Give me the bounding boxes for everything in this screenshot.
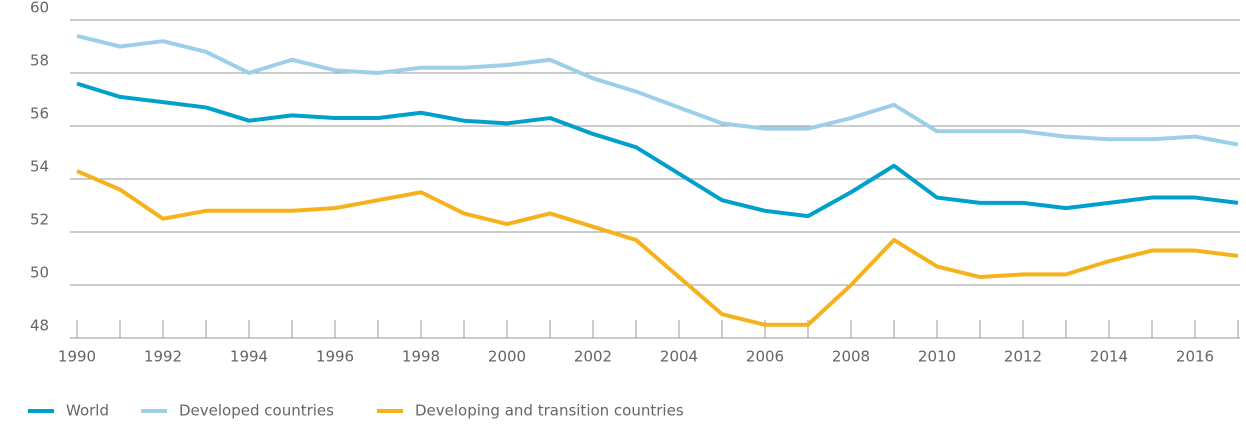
y-tick-label: 58 bbox=[30, 52, 49, 70]
x-tick-label: 2006 bbox=[746, 348, 784, 366]
y-tick-label: 52 bbox=[30, 211, 49, 229]
x-tick-label: 2012 bbox=[1004, 348, 1042, 366]
x-tick-label: 2016 bbox=[1176, 348, 1214, 366]
legend-label: World bbox=[66, 402, 109, 420]
y-tick-label: 60 bbox=[30, 0, 49, 17]
legend-label: Developed countries bbox=[179, 402, 334, 420]
x-tick-label: 2008 bbox=[832, 348, 870, 366]
x-tick-label: 1994 bbox=[230, 348, 268, 366]
series-line bbox=[76, 33, 1239, 147]
series-line bbox=[76, 169, 1239, 327]
x-tick-label: 1992 bbox=[144, 348, 182, 366]
x-tick-label: 2002 bbox=[574, 348, 612, 366]
x-tick-label: 1998 bbox=[402, 348, 440, 366]
x-tick-label: 2010 bbox=[918, 348, 956, 366]
x-tick-label: 2000 bbox=[488, 348, 526, 366]
legend-label: Developing and transition countries bbox=[415, 402, 684, 420]
y-tick-label: 54 bbox=[30, 158, 49, 176]
x-tick-label: 1996 bbox=[316, 348, 354, 366]
x-tick-label: 2014 bbox=[1090, 348, 1128, 366]
series-line bbox=[76, 81, 1239, 219]
x-tick-label: 1990 bbox=[58, 348, 96, 366]
y-tick-label: 56 bbox=[30, 105, 49, 123]
x-tick-label: 2004 bbox=[660, 348, 698, 366]
y-tick-label: 48 bbox=[30, 317, 49, 335]
y-tick-label: 50 bbox=[30, 264, 49, 282]
